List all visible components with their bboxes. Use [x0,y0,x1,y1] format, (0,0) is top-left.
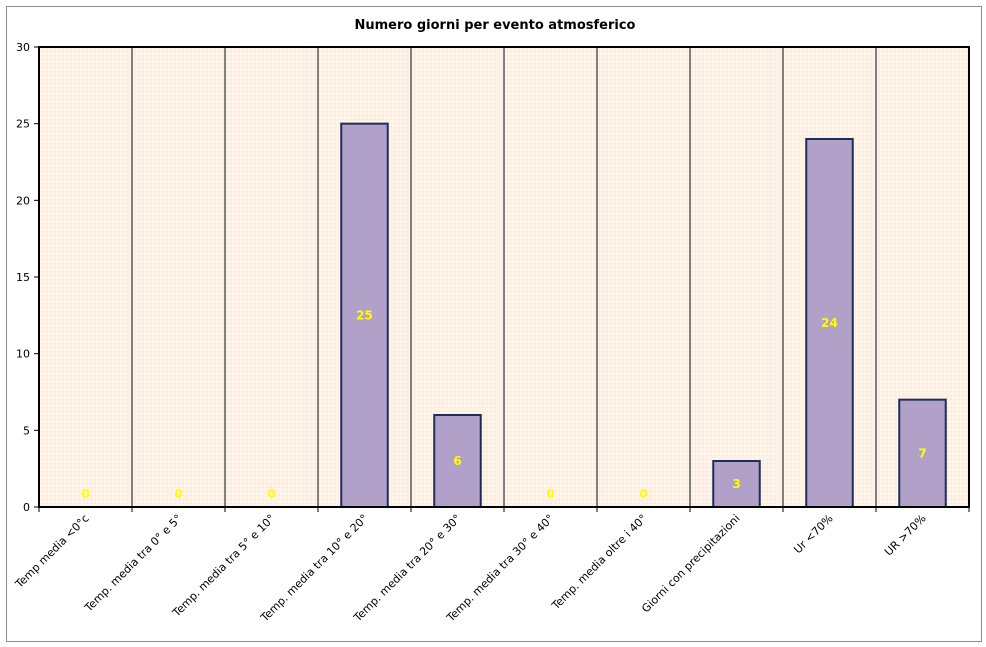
data-label: 0 [546,487,554,501]
x-tick-label: Temp. media tra 5° e 10° [170,512,278,620]
data-label: 0 [174,487,182,501]
x-tick-label: Temp. media tra 0° e 5° [81,512,184,615]
data-label: 7 [918,446,926,460]
y-tick-label: 15 [16,271,30,284]
x-tick-label: Temp. media oltre i 40° [549,512,650,613]
x-tick-label: Temp. media tra 30° e 40° [444,512,557,625]
bar [805,138,854,508]
data-label: 0 [639,487,647,501]
data-label: 24 [821,316,838,330]
x-tick-label: Giorni con precipitazioni [639,512,742,615]
y-tick-label: 5 [23,424,30,437]
x-tick-label: UR >70% [882,512,929,559]
x-tick-label: Temp. media tra 20° e 30° [351,512,464,625]
data-label: 3 [732,477,740,491]
chart-title: Numero giorni per evento atmosferico [355,18,636,33]
bar [433,414,482,508]
data-labels: 0 0 0 25 6 0 0 3 24 7 [81,308,926,501]
data-label: 0 [81,487,89,501]
data-label: 6 [453,454,461,468]
x-tick-label: Ur <70% [791,512,835,556]
data-label: 25 [356,308,373,322]
y-tick-label: 0 [23,501,30,514]
bar [340,122,389,509]
bars [340,122,947,509]
y-tick-label: 30 [16,41,30,54]
bar [712,460,761,508]
data-label: 0 [267,487,275,501]
plot-border [38,46,970,508]
x-tick-label: Temp media <0°c [12,512,91,591]
y-tick-label: 20 [16,194,30,207]
y-tick-label: 25 [16,118,30,131]
x-tick-label: Temp. media tra 10° e 20° [258,512,371,625]
y-tick-label: 10 [16,348,30,361]
